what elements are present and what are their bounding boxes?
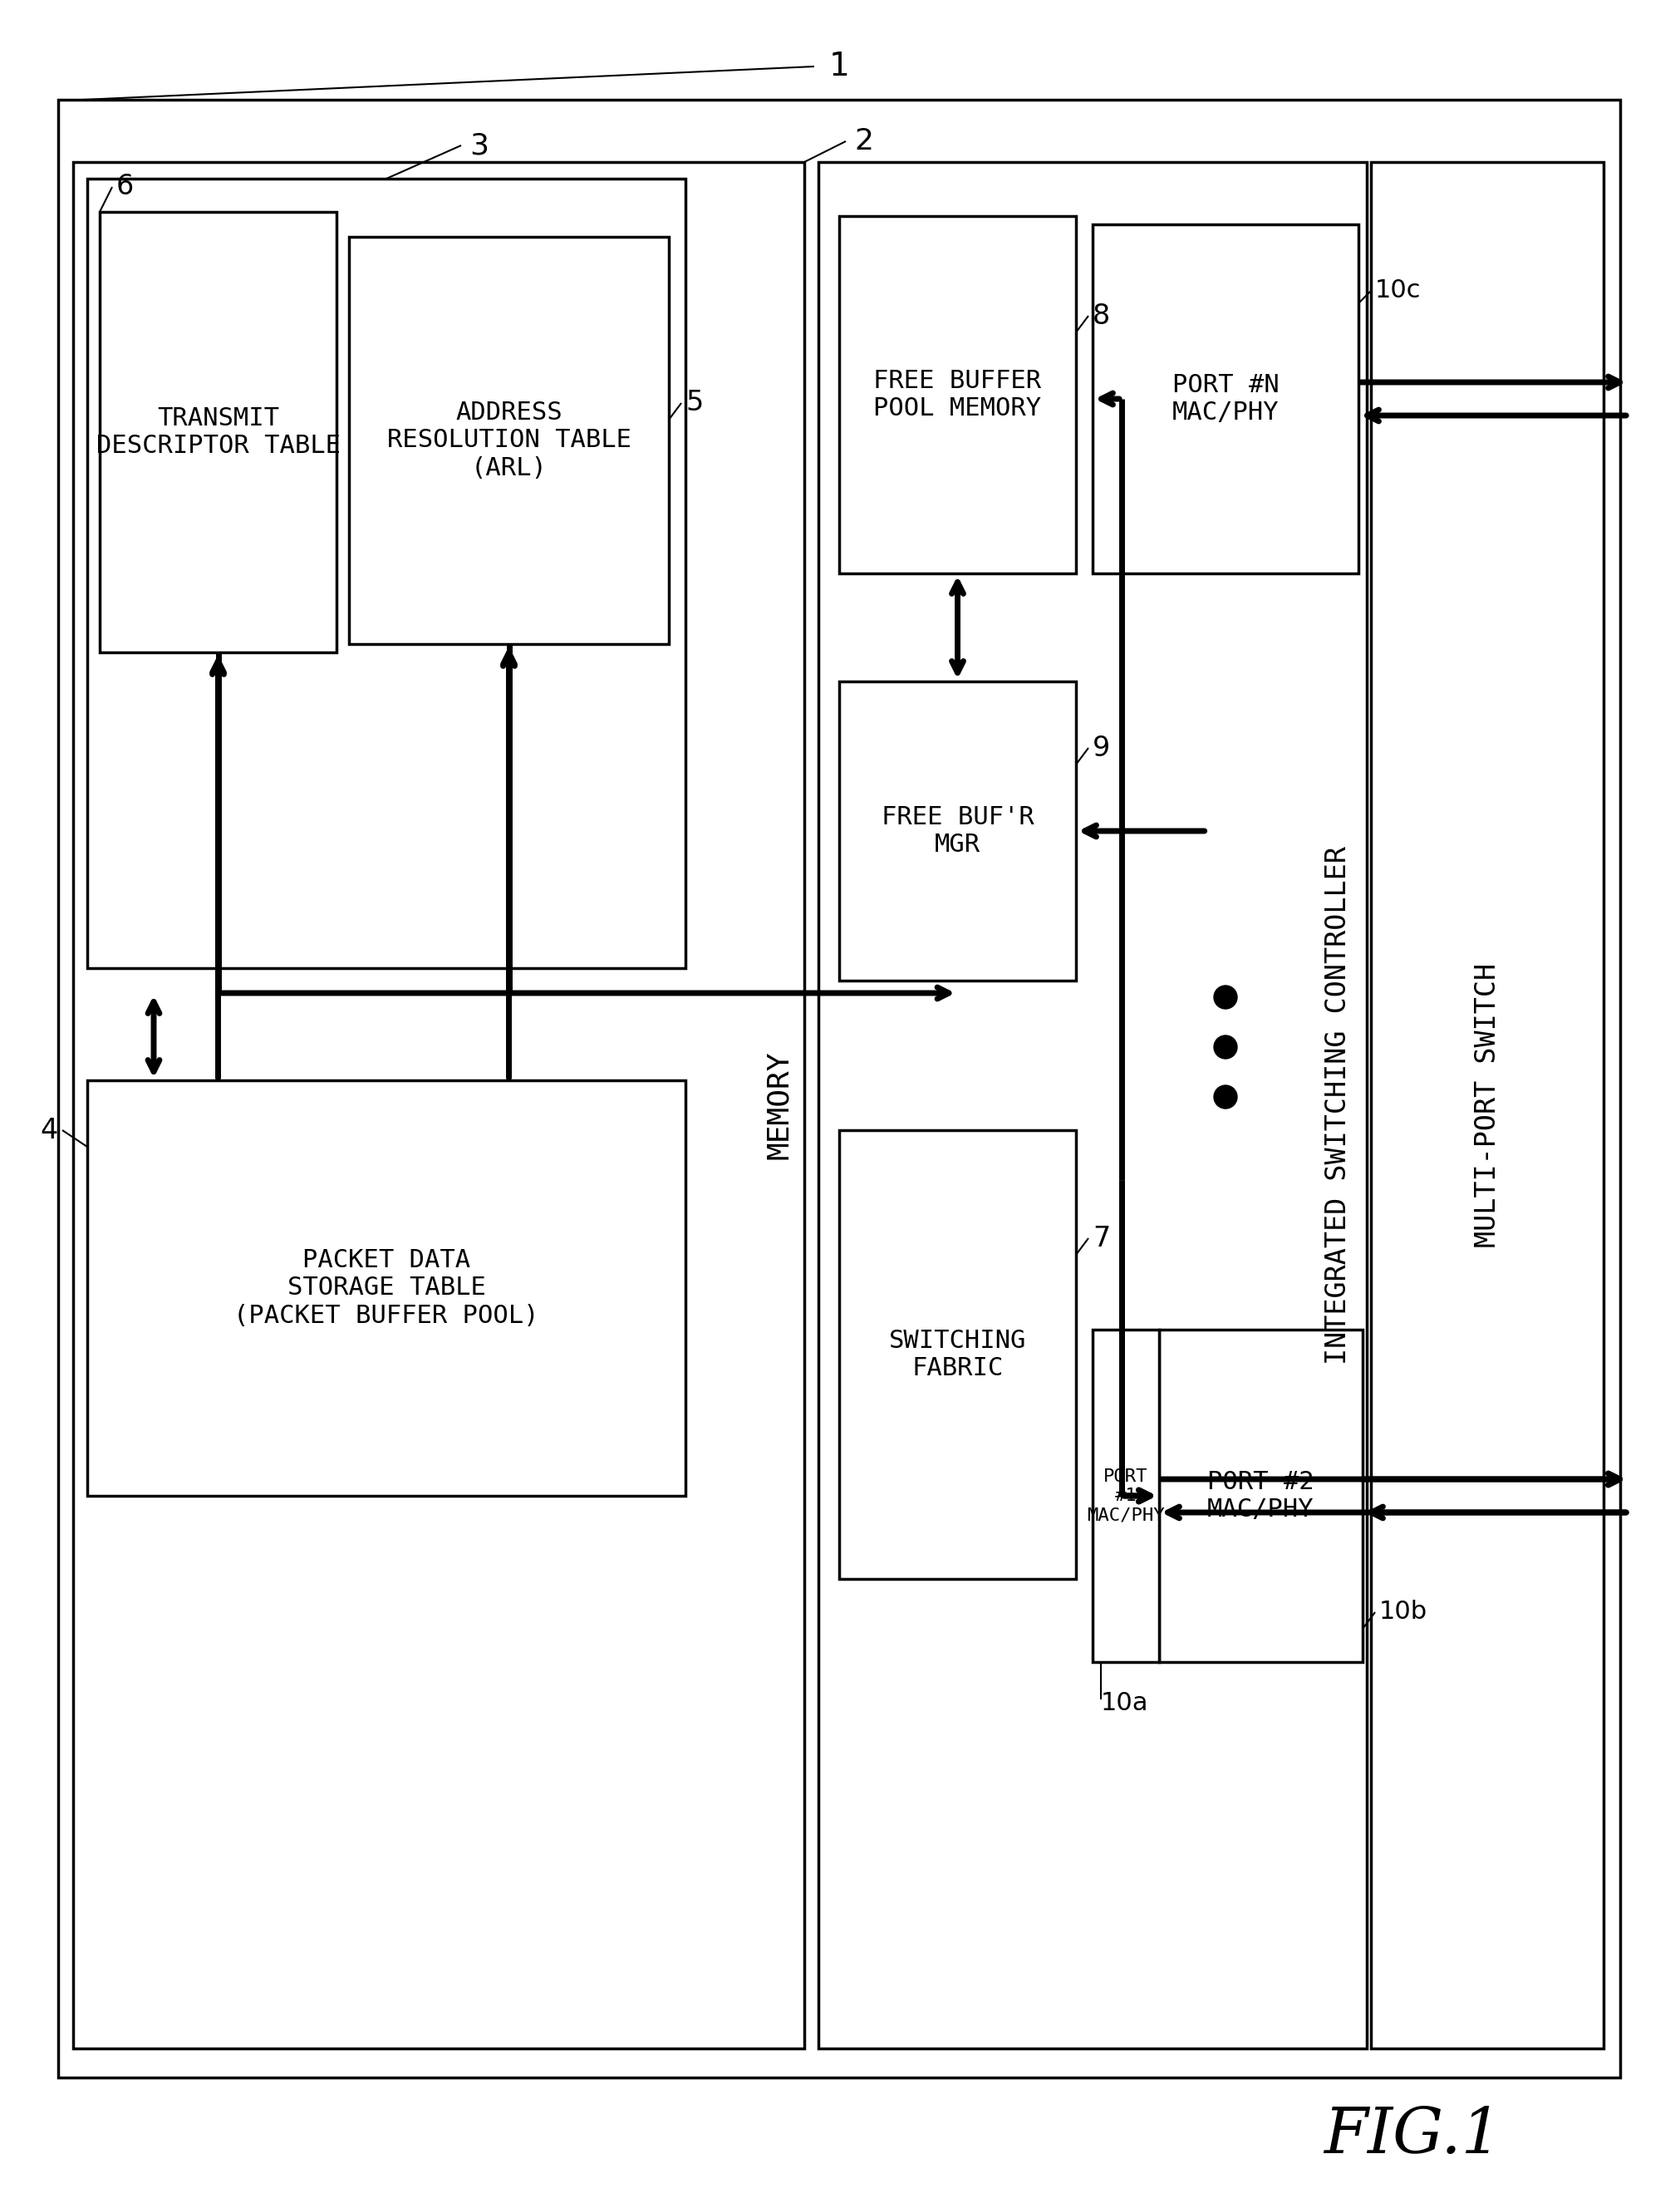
- Text: 5: 5: [685, 389, 704, 417]
- Text: 6: 6: [116, 172, 134, 201]
- Circle shape: [1215, 1036, 1236, 1058]
- Bar: [1092, 1329, 1159, 1663]
- Text: PORT #N
MAC/PHY: PORT #N MAC/PHY: [1173, 373, 1278, 424]
- Text: TRANSMIT
DESCRIPTOR TABLE: TRANSMIT DESCRIPTOR TABLE: [96, 406, 341, 457]
- Bar: [99, 212, 336, 651]
- Text: 1: 1: [828, 51, 850, 82]
- Bar: [87, 179, 685, 967]
- Bar: [59, 99, 1620, 2078]
- Text: 7: 7: [1092, 1225, 1110, 1252]
- Text: 2: 2: [853, 128, 874, 155]
- Circle shape: [1215, 985, 1236, 1009]
- Bar: [1092, 225, 1359, 574]
- Bar: [840, 1130, 1075, 1579]
- Circle shape: [1215, 1086, 1236, 1108]
- Text: FIG.1: FIG.1: [1324, 2104, 1502, 2166]
- Text: 10c: 10c: [1374, 278, 1421, 302]
- Text: 4: 4: [40, 1117, 59, 1144]
- Text: 8: 8: [1092, 302, 1110, 329]
- Text: INTEGRATED SWITCHING CONTROLLER: INTEGRATED SWITCHING CONTROLLER: [1324, 846, 1351, 1365]
- Bar: [1159, 1329, 1362, 1663]
- Text: FREE BUF'R
MGR: FREE BUF'R MGR: [882, 806, 1033, 857]
- Bar: [818, 161, 1368, 2049]
- Bar: [840, 216, 1075, 574]
- Text: 10b: 10b: [1379, 1601, 1428, 1625]
- Text: MEMORY: MEMORY: [764, 1051, 793, 1159]
- Text: PORT
#1
MAC/PHY: PORT #1 MAC/PHY: [1087, 1468, 1164, 1524]
- Bar: [840, 682, 1075, 980]
- Text: 10a: 10a: [1100, 1691, 1149, 1716]
- Text: FREE BUFFER
POOL MEMORY: FREE BUFFER POOL MEMORY: [874, 369, 1042, 422]
- Text: 9: 9: [1092, 735, 1110, 762]
- Text: PORT #2
MAC/PHY: PORT #2 MAC/PHY: [1208, 1471, 1314, 1521]
- Text: MULTI-PORT SWITCH: MULTI-PORT SWITCH: [1473, 963, 1500, 1248]
- Text: 3: 3: [469, 130, 489, 159]
- Bar: [87, 1080, 685, 1495]
- Text: ADDRESS
RESOLUTION TABLE
(ARL): ADDRESS RESOLUTION TABLE (ARL): [386, 400, 632, 481]
- Text: SWITCHING
FABRIC: SWITCHING FABRIC: [889, 1329, 1026, 1380]
- Bar: [349, 236, 669, 645]
- Text: PACKET DATA
STORAGE TABLE
(PACKET BUFFER POOL): PACKET DATA STORAGE TABLE (PACKET BUFFER…: [234, 1248, 539, 1327]
- Bar: [1371, 161, 1604, 2049]
- Bar: [74, 161, 805, 2049]
